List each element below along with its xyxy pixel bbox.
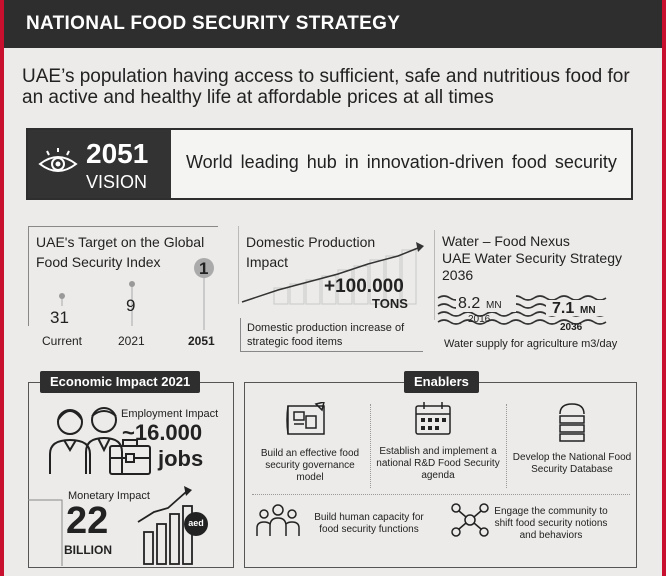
briefcase-icon <box>109 439 151 475</box>
domestic-title: Domestic Production Impact <box>246 234 376 270</box>
domestic-production-section: Domestic Production Impact +100.000 TONS… <box>238 226 428 352</box>
production-growth-graphic <box>238 226 424 305</box>
target-dot-2051 <box>194 258 214 278</box>
water-unit-2036: MN <box>580 305 596 316</box>
people-group-icon <box>256 504 300 536</box>
target-label-current: Current <box>42 334 83 348</box>
water-food-nexus-section: Water – Food Nexus UAE Water Security St… <box>434 226 644 356</box>
enabler-human-capacity: Build human capacity for food security f… <box>314 512 424 535</box>
target-chart <box>59 258 214 330</box>
divider <box>252 494 630 495</box>
employment-label: Employment Impact <box>121 408 219 420</box>
database-icon <box>559 403 585 442</box>
water-title: Water – Food Nexus <box>442 233 570 249</box>
enablers-title: Enablers <box>404 371 479 393</box>
monetary-unit: BILLION <box>64 543 112 557</box>
employment-value: ~16.000 <box>122 420 203 445</box>
blueprint-icon <box>286 402 325 435</box>
enabler-rnd-agenda: Establish and implement a national R&D F… <box>376 446 500 481</box>
vision-badge: 2051 VISION <box>28 130 171 198</box>
target-value-2021: 9 <box>126 296 136 315</box>
target-dot-current <box>59 293 65 299</box>
monetary-graphic <box>28 486 208 566</box>
enabler-governance: Build an effective food security governa… <box>260 448 360 483</box>
water-unit-2016: MN <box>486 300 502 311</box>
right-accent-bar <box>662 0 666 576</box>
divider <box>370 404 371 488</box>
aed-badge: aed <box>188 518 204 528</box>
vision-year: 2051 <box>86 138 149 169</box>
water-year-2016: 2016 <box>468 314 491 325</box>
enabler-community: Engage the community to shift food secur… <box>494 506 608 541</box>
monetary-value: 22 <box>66 500 109 542</box>
target-label-2051: 2051 <box>188 334 215 348</box>
water-subtitle: UAE Water Security Strategy 2036 <box>442 250 622 283</box>
target-dot-2021 <box>129 281 135 287</box>
economic-impact-title: Economic Impact 2021 <box>40 371 201 393</box>
monetary-label: Monetary Impact <box>68 490 150 502</box>
community-network-icon <box>451 503 489 537</box>
target-value-2051: 1 <box>199 259 209 278</box>
target-value-current: 31 <box>50 308 69 327</box>
mission-statement: UAE’s population having access to suffic… <box>22 66 630 108</box>
target-frame <box>28 226 218 326</box>
water-year-2036: 2036 <box>560 322 583 333</box>
divider <box>506 404 507 488</box>
target-label-2021: 2021 <box>118 334 145 348</box>
eye-icon <box>38 148 78 172</box>
vision-text: World leading hub in innovation-driven f… <box>186 152 617 172</box>
water-description: Water supply for agriculture m3/day <box>444 338 618 350</box>
employment-unit: jobs <box>158 446 204 471</box>
page-title: NATIONAL FOOD SECURITY STRATEGY <box>4 0 662 48</box>
left-accent-bar <box>0 0 4 576</box>
domestic-value: +100.000 <box>324 276 404 297</box>
gfsi-target-section: UAE's Target on the Global Food Security… <box>28 226 228 351</box>
target-title: UAE's Target on the Global Food Security… <box>36 234 205 270</box>
water-value-2016: 8.2 <box>458 295 481 312</box>
water-value-2036: 7.1 <box>552 300 575 317</box>
calendar-icon <box>415 402 451 435</box>
vision-box: 2051 VISION World leading hub in innovat… <box>26 128 633 200</box>
vision-label: VISION <box>86 172 148 192</box>
domestic-description: Domestic production increase of strategi… <box>240 318 423 352</box>
domestic-unit: TONS <box>372 296 408 311</box>
enabler-database: Develop the National Food Security Datab… <box>512 452 632 475</box>
water-wave-graphic <box>434 230 610 325</box>
